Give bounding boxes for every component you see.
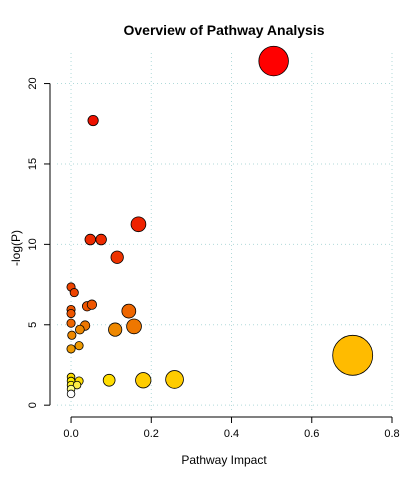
data-point-31 bbox=[66, 389, 76, 399]
y-tick-label-0: 0 bbox=[27, 402, 39, 408]
data-point-1 bbox=[87, 114, 99, 127]
y-axis-label: -log(P) bbox=[9, 230, 23, 266]
x-axis-label: Pathway Impact bbox=[181, 453, 267, 467]
data-point-21 bbox=[332, 334, 374, 376]
data-point-12 bbox=[121, 303, 137, 319]
x-tick-label-1: 0.2 bbox=[144, 428, 159, 440]
x-tick-label-0: 0.0 bbox=[63, 428, 78, 440]
data-point-0 bbox=[258, 45, 289, 77]
chart-title: Overview of Pathway Analysis bbox=[123, 22, 324, 38]
data-point-16 bbox=[108, 322, 123, 337]
data-point-24 bbox=[102, 373, 116, 387]
data-point-5 bbox=[110, 250, 124, 264]
data-point-13 bbox=[66, 318, 76, 328]
data-point-18 bbox=[67, 330, 77, 340]
data-point-20 bbox=[66, 344, 76, 354]
data-point-19 bbox=[74, 341, 84, 351]
x-tick-label-4: 0.8 bbox=[384, 428, 399, 440]
bubble-layer bbox=[66, 45, 374, 399]
data-point-22 bbox=[165, 370, 184, 389]
x-tick-label-3: 0.6 bbox=[304, 428, 319, 440]
y-tick-label-2: 10 bbox=[27, 238, 39, 250]
data-point-11 bbox=[66, 308, 76, 319]
data-point-29 bbox=[72, 380, 82, 390]
data-point-17 bbox=[75, 324, 85, 335]
data-point-23 bbox=[135, 372, 152, 389]
data-point-2 bbox=[130, 216, 147, 233]
axis-layer: 0.0 0.2 0.4 0.6 0.8 0 5 10 15 20 bbox=[27, 77, 400, 440]
data-point-4 bbox=[95, 233, 107, 246]
y-tick-label-3: 15 bbox=[27, 158, 39, 170]
data-point-7 bbox=[69, 288, 79, 298]
y-tick-label-4: 20 bbox=[27, 77, 39, 89]
data-point-9 bbox=[86, 299, 98, 310]
data-point-3 bbox=[84, 233, 97, 246]
data-point-15 bbox=[126, 318, 142, 335]
y-tick-label-1: 5 bbox=[27, 322, 39, 328]
x-tick-label-2: 0.4 bbox=[224, 428, 239, 440]
